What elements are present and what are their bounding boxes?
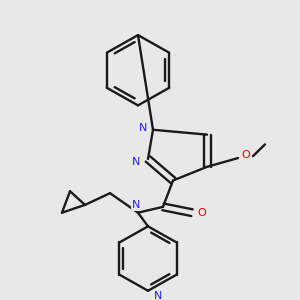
Text: O: O: [198, 208, 206, 218]
Text: N: N: [132, 200, 140, 210]
Text: N: N: [139, 123, 147, 133]
Text: N: N: [154, 291, 162, 300]
Text: O: O: [242, 150, 250, 160]
Text: N: N: [132, 157, 140, 167]
